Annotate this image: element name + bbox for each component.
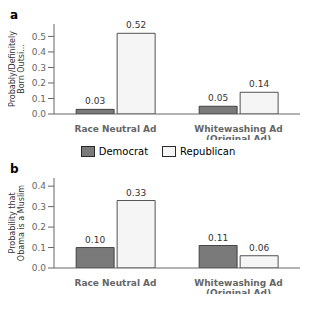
- html-text:Democrat: Democrat: [98, 145, 149, 157]
- svg-text:0.0: 0.0: [32, 109, 47, 119]
- svg-text:0.05: 0.05: [208, 93, 228, 103]
- svg-text:0.33: 0.33: [126, 188, 146, 198]
- svg-text:Race Neutral Ad: Race Neutral Ad: [74, 124, 156, 134]
- svg-text:0.5: 0.5: [32, 32, 46, 42]
- svg-text:Probability thatObama is a Mus: Probability thatObama is a Muslim: [8, 185, 26, 261]
- svg-text:0.06: 0.06: [249, 243, 269, 253]
- html-text:Republican: Republican: [180, 145, 236, 157]
- svg-text:0.03: 0.03: [85, 96, 105, 106]
- svg-text:0.3: 0.3: [32, 202, 46, 212]
- svg-text:0.4: 0.4: [32, 181, 47, 191]
- svg-text:0.2: 0.2: [32, 78, 46, 88]
- svg-text:0.4: 0.4: [32, 47, 47, 57]
- svg-text:0.10: 0.10: [85, 235, 105, 245]
- svg-text:0.2: 0.2: [32, 222, 46, 232]
- html-text:a: a: [10, 8, 19, 22]
- svg-text:0.1: 0.1: [32, 94, 46, 104]
- svg-text:Probably/DefinitelyBorn Outsi.: Probably/DefinitelyBorn Outsi...: [8, 31, 26, 107]
- svg-text:0.11: 0.11: [208, 233, 228, 243]
- svg-text:Race Neutral Ad: Race Neutral Ad: [74, 278, 156, 288]
- svg-text:0.0: 0.0: [32, 263, 47, 273]
- svg-text:0.52: 0.52: [126, 20, 146, 30]
- svg-text:Whitewashing Ad(Original Ad): Whitewashing Ad(Original Ad): [194, 124, 282, 140]
- html-text:b: b: [10, 162, 19, 176]
- svg-text:Whitewashing Ad(Original Ad): Whitewashing Ad(Original Ad): [194, 278, 282, 294]
- svg-text:0.3: 0.3: [32, 63, 46, 73]
- svg-text:0.14: 0.14: [249, 79, 269, 89]
- svg-text:0.1: 0.1: [32, 243, 46, 253]
